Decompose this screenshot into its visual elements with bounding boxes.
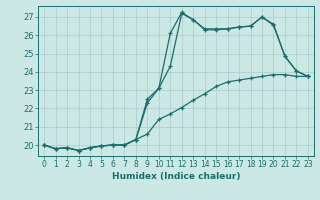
X-axis label: Humidex (Indice chaleur): Humidex (Indice chaleur) bbox=[112, 172, 240, 181]
